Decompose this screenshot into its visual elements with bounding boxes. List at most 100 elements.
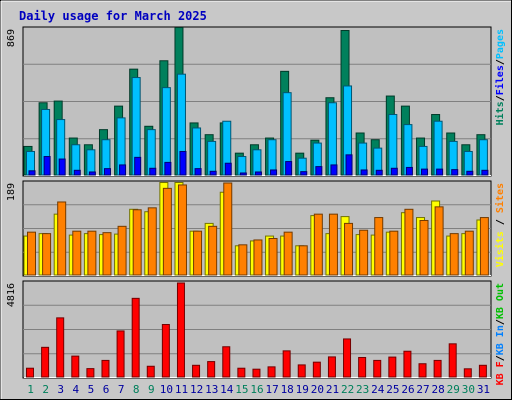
bar-sites-day-10 xyxy=(162,187,172,276)
legend-text: / xyxy=(495,59,506,65)
bar-kb-f-day-16 xyxy=(252,368,261,378)
bar-pages-day-20 xyxy=(315,166,323,176)
x-tick-label-day-9: 9 xyxy=(148,383,155,396)
max-value-label: 4816 xyxy=(6,283,17,307)
bar-kb-f-day-23 xyxy=(358,356,367,378)
bar-sites-day-30 xyxy=(464,230,474,276)
x-tick-label-day-23: 23 xyxy=(356,383,369,396)
bar-kb-f-day-2 xyxy=(41,346,50,378)
panel-visits-sites: 189 Visits / Sites xyxy=(6,180,506,277)
x-tick-label-day-13: 13 xyxy=(205,383,218,396)
bar-sites-day-13 xyxy=(208,225,218,276)
bar-pages-day-10 xyxy=(164,161,172,176)
bar-sites-day-14 xyxy=(223,182,233,276)
bar-files-day-25 xyxy=(388,114,398,176)
bar-sites-day-18 xyxy=(283,231,293,276)
bar-pages-day-6 xyxy=(103,168,111,176)
bar-kb-f-day-5 xyxy=(86,368,95,378)
bar-kb-f-day-13 xyxy=(207,361,216,378)
bar-kb-f-day-6 xyxy=(101,359,110,378)
bar-kb-f-day-30 xyxy=(463,368,472,378)
bar-pages-day-12 xyxy=(194,168,202,176)
bar-files-day-10 xyxy=(161,87,171,176)
max-value-label: 189 xyxy=(6,183,17,201)
x-tick-label-day-2: 2 xyxy=(42,383,49,396)
bar-pages-day-8 xyxy=(134,156,142,176)
bar-pages-day-2 xyxy=(43,156,51,176)
bar-sites-day-6 xyxy=(102,232,112,276)
bar-files-day-28 xyxy=(433,120,443,176)
x-tick-label-day-17: 17 xyxy=(265,383,278,396)
bar-kb-f-day-7 xyxy=(116,330,125,378)
legend-text: / xyxy=(495,95,506,101)
bar-files-day-12 xyxy=(192,127,202,176)
x-tick-label-day-16: 16 xyxy=(250,383,263,396)
bar-pages-day-19 xyxy=(300,171,308,176)
x-tick-label-day-6: 6 xyxy=(103,383,110,396)
x-tick-label-day-14: 14 xyxy=(220,383,234,396)
bar-pages-day-1 xyxy=(28,170,36,176)
bar-sites-day-9 xyxy=(147,207,157,276)
bar-kb-f-day-9 xyxy=(146,365,155,378)
bar-pages-day-11 xyxy=(179,150,187,176)
bar-kb-f-day-11 xyxy=(176,282,185,378)
series-legend-kbf-kbin-kbout: KB F/KB In/KB Out xyxy=(495,283,506,385)
bar-sites-day-28 xyxy=(434,206,444,276)
bar-files-day-16 xyxy=(252,149,262,176)
x-tick-label-day-20: 20 xyxy=(311,383,324,396)
bar-pages-day-23 xyxy=(360,169,368,176)
bar-sites-day-11 xyxy=(177,184,187,276)
bar-pages-day-4 xyxy=(73,169,81,176)
x-tick-label-day-21: 21 xyxy=(326,383,339,396)
bar-sites-day-7 xyxy=(117,225,127,276)
bar-pages-day-22 xyxy=(345,154,353,176)
bar-kb-f-day-25 xyxy=(388,356,397,378)
bar-pages-day-28 xyxy=(436,168,444,176)
bar-pages-day-9 xyxy=(149,167,157,176)
bar-pages-day-24 xyxy=(375,169,383,176)
bar-sites-day-5 xyxy=(87,230,97,276)
bar-pages-day-26 xyxy=(405,166,413,176)
x-tick-label-day-15: 15 xyxy=(235,383,248,396)
max-value-label: 869 xyxy=(6,29,17,47)
bar-pages-day-5 xyxy=(88,171,96,176)
bar-pages-day-21 xyxy=(330,164,338,176)
bar-sites-day-1 xyxy=(27,231,36,276)
x-tick-label-day-22: 22 xyxy=(341,383,354,396)
legend-text: / xyxy=(495,319,506,325)
bar-sites-day-8 xyxy=(132,209,142,276)
legend-text: KB In xyxy=(495,325,506,355)
bar-kb-f-day-8 xyxy=(131,297,140,378)
bar-kb-f-day-24 xyxy=(373,359,382,378)
bar-sites-day-29 xyxy=(449,233,459,276)
bar-pages-day-3 xyxy=(58,158,66,176)
bar-kb-f-day-31 xyxy=(478,364,487,378)
bar-files-day-31 xyxy=(478,139,488,176)
x-tick-label-day-24: 24 xyxy=(371,383,385,396)
x-tick-label-day-5: 5 xyxy=(88,383,95,396)
bar-sites-day-27 xyxy=(419,219,429,276)
bar-kb-f-day-10 xyxy=(161,324,170,378)
bar-sites-day-16 xyxy=(253,239,263,276)
bar-sites-day-17 xyxy=(268,237,278,276)
legend-text: Hits xyxy=(494,101,506,125)
bar-sites-day-12 xyxy=(193,230,203,276)
bar-sites-day-26 xyxy=(404,208,414,276)
legend-text: Files xyxy=(494,65,506,95)
x-tick-label-day-28: 28 xyxy=(432,383,445,396)
bar-files-day-13 xyxy=(207,140,217,176)
bar-kb-f-day-18 xyxy=(282,350,291,378)
x-tick-label-day-1: 1 xyxy=(27,383,34,396)
x-tick-label-day-11: 11 xyxy=(175,383,188,396)
x-tick-label-day-29: 29 xyxy=(447,383,460,396)
bar-pages-day-17 xyxy=(270,169,278,176)
chart-title: Daily usage for March 2025 xyxy=(19,9,207,23)
series-legend-visits-sites: Visits / Sites xyxy=(494,183,506,267)
bar-kb-f-day-21 xyxy=(327,356,336,378)
bar-pages-day-14 xyxy=(224,162,232,176)
bar-sites-day-3 xyxy=(57,201,67,276)
bar-pages-day-31 xyxy=(481,169,489,176)
x-tick-label-day-27: 27 xyxy=(416,383,429,396)
bar-sites-day-2 xyxy=(42,233,52,276)
